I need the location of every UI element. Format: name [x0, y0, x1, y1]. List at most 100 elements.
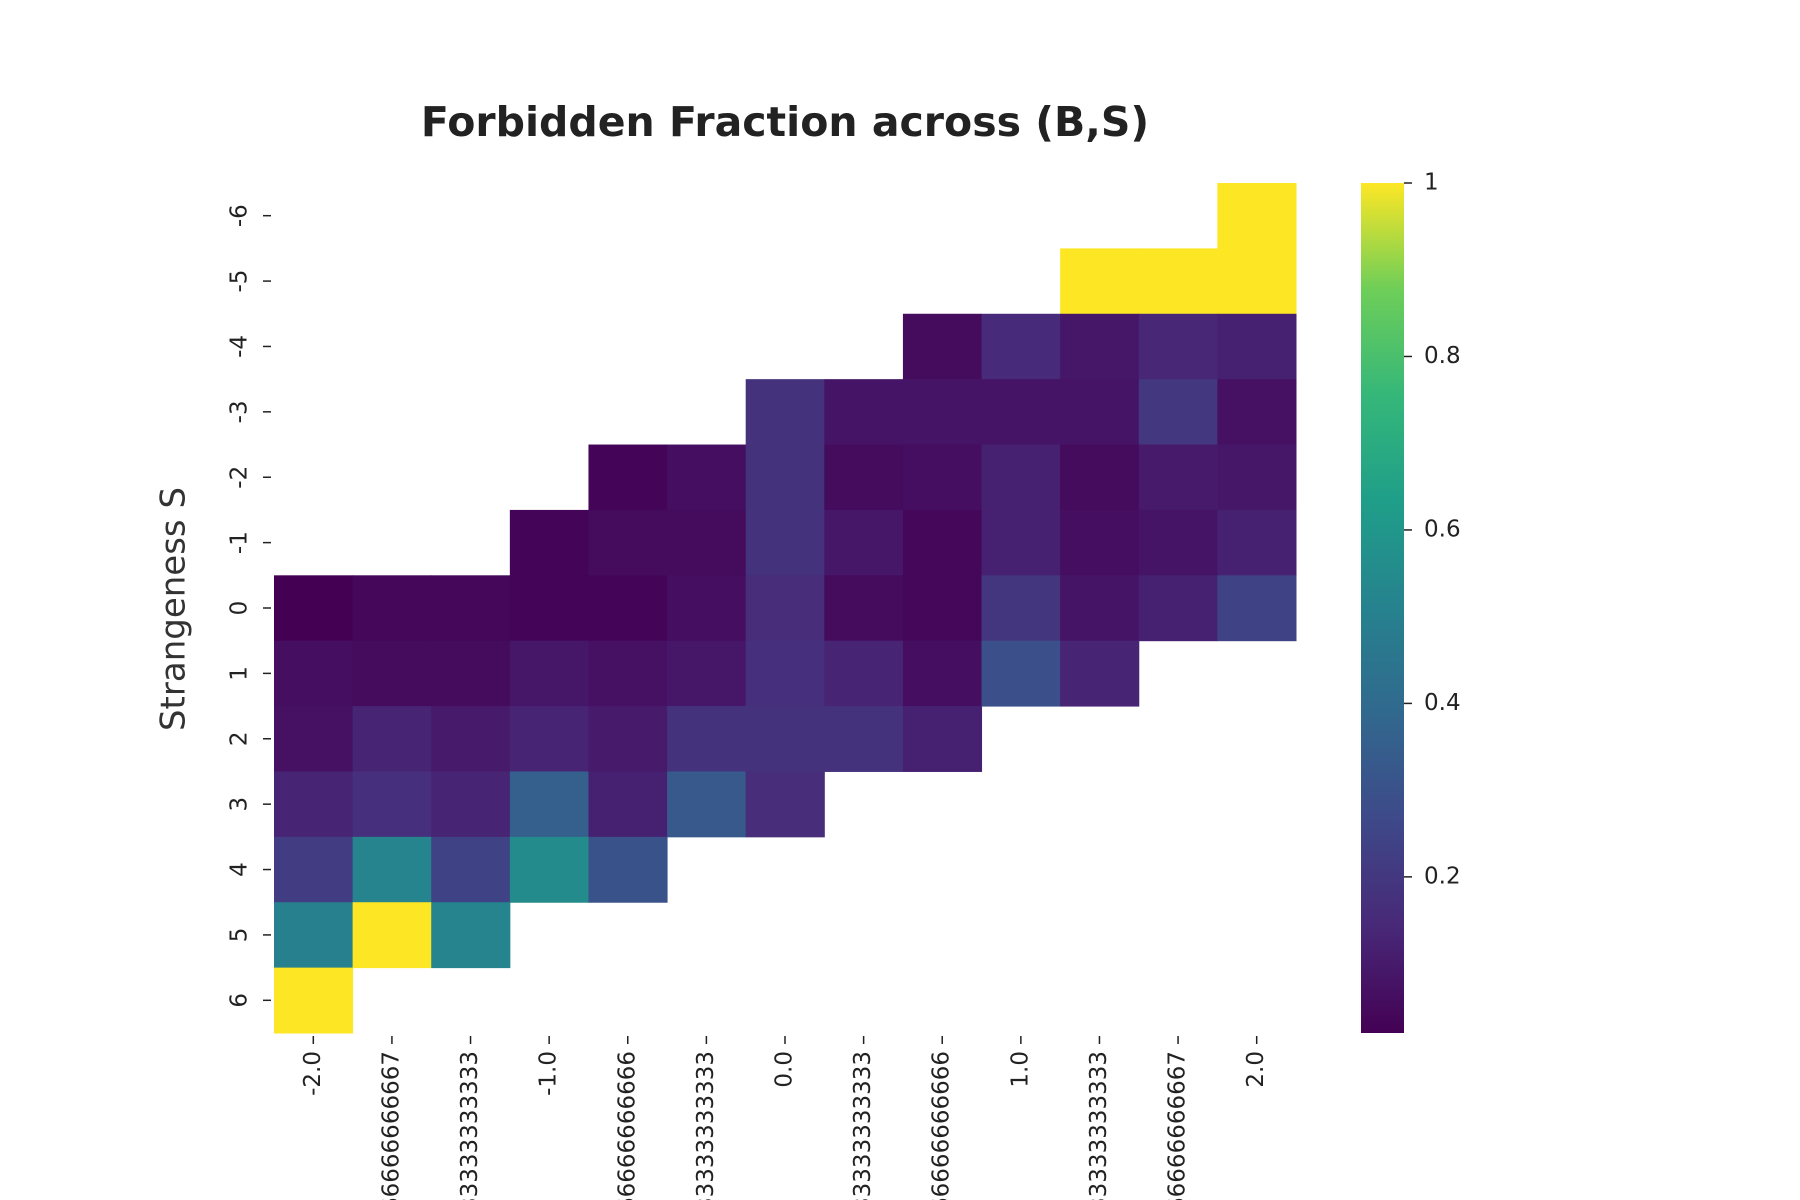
x-tick-label: 0.3333333333333333: [850, 1051, 876, 1200]
heatmap-cell: [667, 706, 747, 772]
heatmap-cell: [902, 509, 983, 576]
heatmap-cell: [1217, 509, 1297, 576]
x-tick-label: 1.0: [1007, 1051, 1033, 1088]
y-tick-label: -6: [227, 204, 253, 227]
heatmap-cell: [1060, 379, 1140, 446]
x-tick-label: 0.0: [772, 1051, 798, 1088]
heatmap-cell: [274, 836, 354, 903]
heatmap-cell: [588, 836, 668, 903]
y-tick-label: -5: [227, 270, 253, 293]
heatmap-cell: [352, 706, 432, 772]
heatmap-cell: [274, 575, 354, 642]
heatmap-cell: [509, 509, 589, 576]
colorbar-tick-label: 0.8: [1424, 343, 1461, 369]
heatmap-cell: [509, 771, 589, 838]
heatmap-cell: [745, 640, 825, 707]
heatmap-cell: [1060, 313, 1140, 380]
heatmap-cell: [981, 640, 1061, 707]
y-tick-label: -1: [227, 531, 253, 554]
y-tick-label: 6: [227, 993, 253, 1008]
heatmap-cell: [824, 379, 904, 446]
y-tick-label: 5: [227, 928, 253, 943]
heatmap-cell: [1060, 640, 1140, 707]
heatmap-cell: [981, 313, 1061, 380]
heatmap-cell: [667, 640, 747, 707]
heatmap-cell: [588, 444, 668, 511]
y-tick-label: -3: [227, 400, 253, 423]
heatmap-cell: [352, 836, 432, 903]
heatmap-cell: [1138, 509, 1218, 576]
heatmap-cell: [902, 313, 983, 380]
heatmap-cell: [431, 771, 511, 838]
heatmap-cell: [274, 771, 354, 838]
heatmap-cell: [1138, 313, 1218, 380]
y-tick-label: 0: [227, 601, 253, 616]
y-axis-label: Strangeness S: [154, 487, 194, 731]
heatmap-cell: [1217, 313, 1297, 380]
heatmap-cell: [824, 575, 904, 642]
heatmap-cell: [1217, 379, 1297, 446]
y-tick-label: 2: [227, 731, 253, 746]
y-tick-label: 3: [227, 797, 253, 812]
colorbar-tick-label: 0.6: [1424, 516, 1461, 542]
x-tick-label: -2.0: [300, 1051, 326, 1096]
heatmap-cell: [824, 509, 904, 576]
colorbar-tick-label: 1: [1424, 170, 1439, 196]
heatmap-cell: [1217, 248, 1297, 315]
heatmap-cell: [981, 509, 1061, 576]
x-tick-label: 1.6666666666666667: [1165, 1051, 1191, 1200]
heatmap-cell: [431, 706, 511, 772]
heatmap-cell: [902, 379, 983, 446]
heatmap-cell: [1138, 379, 1218, 446]
heatmap-cell: [902, 575, 983, 642]
heatmap-cell: [981, 444, 1061, 511]
x-tick-label: -0.3333333333333333: [693, 1051, 719, 1200]
x-tick-label: -1.0: [536, 1051, 562, 1096]
heatmap-cell: [274, 902, 354, 969]
x-tick-label: -0.6666666666666666: [614, 1051, 640, 1200]
x-tick-label: 0.6666666666666666: [929, 1051, 955, 1200]
heatmap-cell: [509, 640, 589, 707]
heatmap-cell: [352, 771, 432, 838]
x-tick-label: -1.6666666666666667: [378, 1051, 404, 1200]
heatmap-cell: [981, 379, 1061, 446]
heatmap-cell: [1217, 575, 1297, 642]
heatmap-cell: [352, 575, 432, 642]
heatmap-cell: [274, 967, 354, 1034]
heatmap-cell: [745, 509, 825, 576]
heatmap-cell: [274, 706, 354, 772]
colorbar-tick-label: 0.2: [1424, 863, 1461, 889]
heatmap-cell: [824, 706, 904, 772]
y-tick-label: -2: [227, 466, 253, 489]
heatmap-cell: [667, 771, 747, 838]
heatmap-cell: [981, 575, 1061, 642]
heatmap-cell: [588, 771, 668, 838]
colorbar: [1361, 183, 1404, 1033]
heatmap-cell: [588, 640, 668, 707]
x-tick-label: 1.3333333333333333: [1086, 1051, 1112, 1200]
heatmap-cell: [509, 836, 589, 903]
heatmap-cell: [745, 575, 825, 642]
heatmap-cell: [1138, 575, 1218, 642]
heatmap-cell: [824, 640, 904, 707]
heatmap-cell: [1217, 183, 1297, 249]
y-tick-label: 4: [227, 862, 253, 877]
colorbar-tick-label: 0.4: [1424, 690, 1461, 716]
heatmap-cell: [1138, 248, 1218, 315]
heatmap-cell: [745, 379, 825, 446]
heatmap-cell: [1060, 575, 1140, 642]
heatmap-cell: [431, 902, 511, 969]
heatmap-cell: [1217, 444, 1297, 511]
y-tick-label: 1: [227, 666, 253, 681]
heatmap-cell: [667, 509, 747, 576]
heatmap-cell: [1060, 248, 1140, 315]
heatmap-cell: [431, 640, 511, 707]
heatmap-cell: [667, 444, 747, 511]
heatmap-cell: [745, 444, 825, 511]
heatmap-cell: [431, 836, 511, 903]
heatmap-cell: [824, 444, 904, 511]
heatmap-cell: [588, 509, 668, 576]
heatmap-cell: [902, 444, 983, 511]
